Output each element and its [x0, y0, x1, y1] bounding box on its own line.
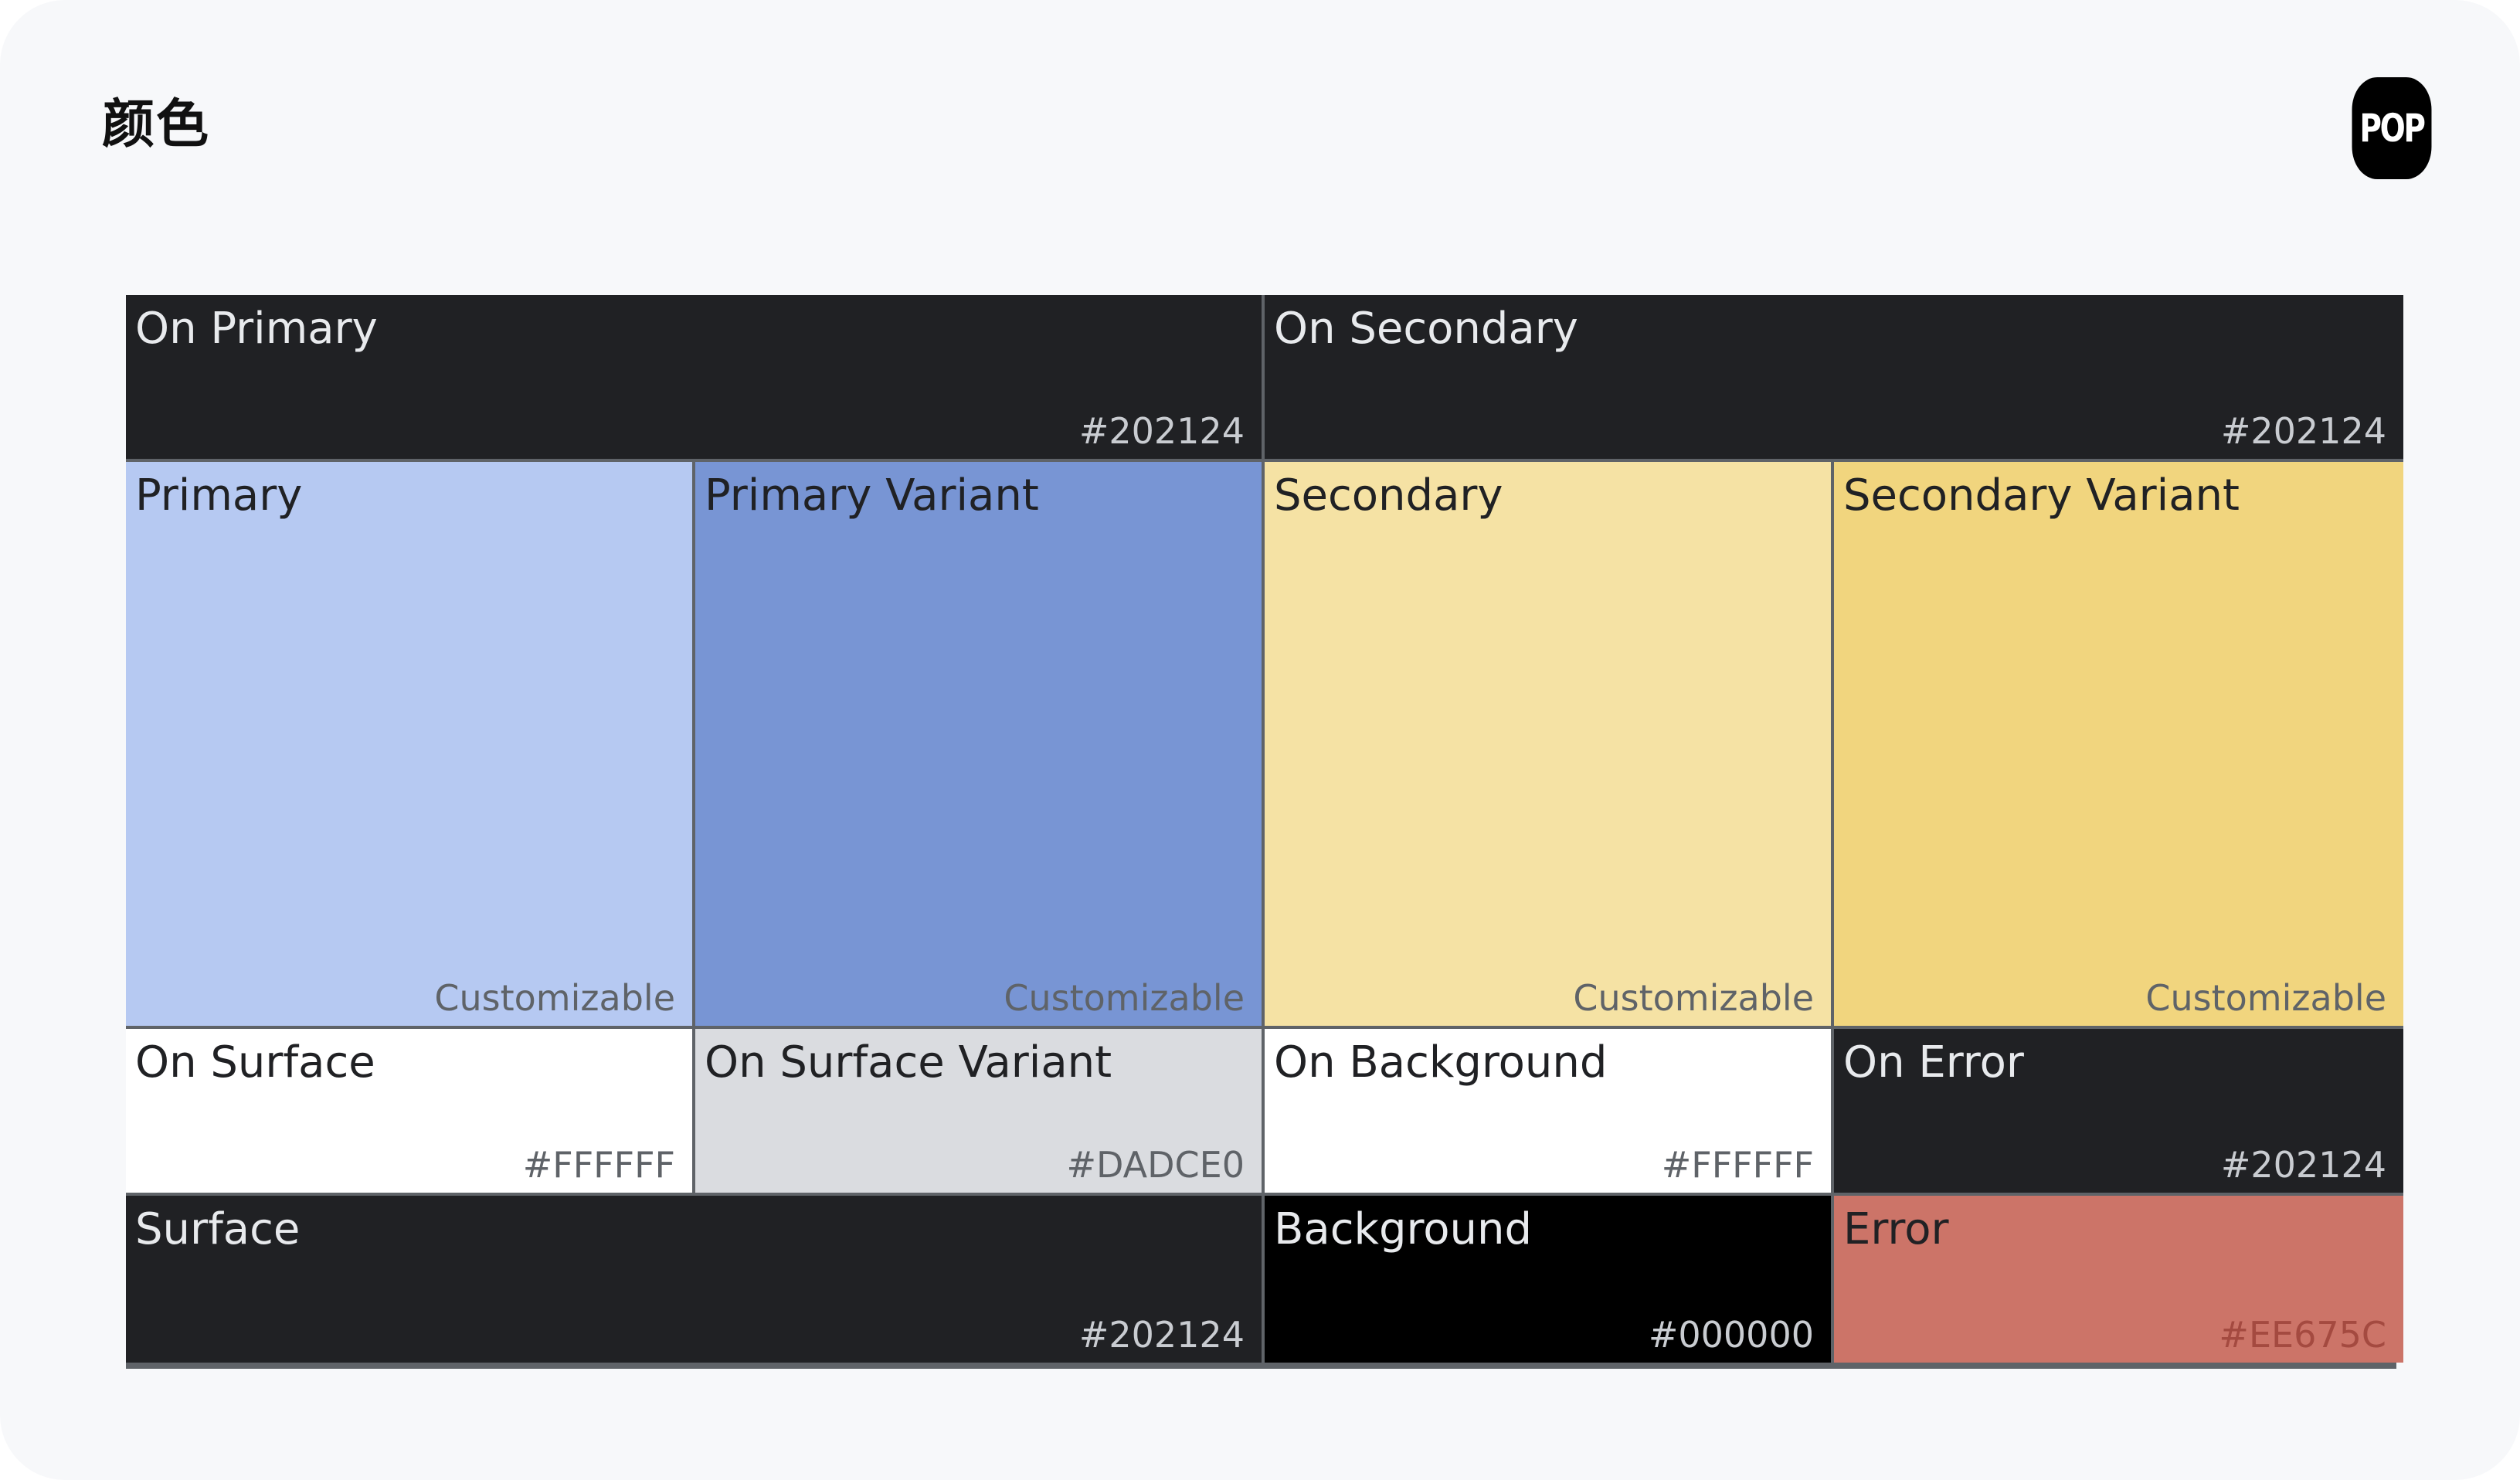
swatch-name: On Surface: [135, 1037, 375, 1088]
swatch-value: #202124: [1078, 1313, 1245, 1356]
swatch-name: On Error: [1843, 1037, 2024, 1088]
swatch-on-surface: On Surface #FFFFFF: [126, 1029, 695, 1196]
swatch-name: Surface: [135, 1204, 301, 1254]
swatch-name: On Surface Variant: [705, 1037, 1112, 1088]
swatch-value: #202124: [2220, 409, 2386, 452]
page-title: 颜色: [102, 94, 211, 155]
swatch-value: Customizable: [1573, 976, 1814, 1019]
swatch-name: On Primary: [135, 304, 378, 354]
swatch-name: Primary Variant: [705, 470, 1039, 521]
swatch-on-secondary: On Secondary #202124: [1265, 295, 2403, 462]
swatch-name: Error: [1843, 1204, 1949, 1254]
swatch-value: #000000: [1648, 1313, 1814, 1356]
swatch-name: Secondary Variant: [1843, 470, 2240, 521]
swatch-value: #FFFFFF: [522, 1143, 675, 1186]
pop-logo-icon: POP: [2352, 77, 2432, 179]
swatch-on-primary: On Primary #202124: [126, 295, 1265, 462]
swatch-name: Background: [1274, 1204, 1533, 1254]
swatch-value: #DADCE0: [1066, 1143, 1245, 1186]
swatch-on-background: On Background #FFFFFF: [1265, 1029, 1834, 1196]
swatch-secondary-variant: Secondary Variant Customizable: [1834, 462, 2403, 1029]
swatch-on-error: On Error #202124: [1834, 1029, 2403, 1196]
swatch-name: On Secondary: [1274, 304, 1578, 354]
swatch-surface: Surface #202124: [126, 1196, 1265, 1363]
swatch-background: Background #000000: [1265, 1196, 1834, 1363]
swatch-primary-variant: Primary Variant Customizable: [695, 462, 1265, 1029]
swatch-name: Secondary: [1274, 470, 1503, 521]
swatch-value: Customizable: [1004, 976, 1245, 1019]
swatch-primary: Primary Customizable: [126, 462, 695, 1029]
swatch-value: Customizable: [434, 976, 675, 1019]
swatch-value: #202124: [2220, 1143, 2386, 1186]
swatch-value: Customizable: [2145, 976, 2386, 1019]
swatch-value: #FFFFFF: [1661, 1143, 1814, 1186]
swatch-on-surface-variant: On Surface Variant #DADCE0: [695, 1029, 1265, 1196]
swatch-name: On Background: [1274, 1037, 1608, 1088]
swatch-value: #202124: [1078, 409, 1245, 452]
swatch-secondary: Secondary Customizable: [1265, 462, 1834, 1029]
color-palette-grid: On Primary #202124 On Secondary #202124 …: [126, 295, 2403, 1369]
swatch-value: #EE675C: [2219, 1313, 2386, 1356]
swatch-error: Error #EE675C: [1834, 1196, 2403, 1363]
swatch-name: Primary: [135, 470, 303, 521]
